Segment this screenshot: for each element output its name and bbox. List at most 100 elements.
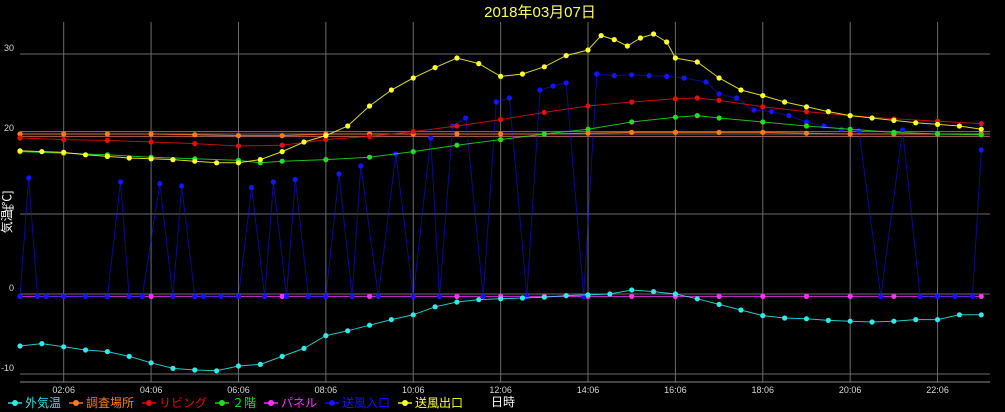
data-point (585, 103, 591, 109)
data-point (139, 293, 145, 299)
data-point (637, 35, 644, 41)
data-point (672, 114, 679, 120)
data-point (192, 293, 198, 299)
data-point (738, 87, 744, 93)
data-point (629, 119, 635, 125)
data-point (323, 293, 329, 299)
data-point (323, 333, 329, 339)
data-point (541, 131, 547, 137)
data-point (498, 117, 504, 123)
data-point (681, 75, 687, 81)
data-point (410, 129, 416, 135)
data-point (760, 104, 766, 110)
data-point (17, 135, 23, 141)
series-layer (17, 31, 984, 374)
data-point (61, 344, 67, 350)
data-point (934, 131, 941, 137)
data-point (279, 293, 285, 299)
data-point (803, 104, 810, 110)
data-point (716, 301, 722, 307)
data-point (506, 95, 512, 101)
data-point (672, 55, 679, 61)
data-point (934, 317, 941, 323)
series-6 (17, 71, 984, 299)
data-point (900, 127, 906, 133)
data-point (104, 349, 110, 355)
data-point (358, 163, 364, 169)
data-point (323, 157, 329, 163)
data-point (694, 296, 700, 302)
data-point (913, 120, 919, 126)
legend-label: 外気温 (25, 395, 61, 410)
data-point (366, 103, 373, 109)
data-point (716, 115, 722, 121)
legend-item: 調査場所 (69, 396, 134, 410)
data-point (432, 304, 438, 310)
data-point (978, 121, 984, 127)
data-point (39, 149, 45, 155)
data-point (856, 128, 862, 134)
data-point (598, 33, 604, 39)
legend-label: 送風出口 (415, 395, 463, 410)
data-point (891, 318, 897, 324)
data-point (235, 143, 242, 149)
data-point (563, 80, 569, 86)
data-point (760, 293, 766, 299)
data-point (349, 293, 355, 299)
data-point (82, 152, 89, 158)
data-point (650, 31, 657, 37)
data-point (891, 129, 897, 135)
data-point (323, 133, 329, 139)
legend-label: パネル (281, 396, 317, 410)
data-point (235, 133, 242, 139)
data-point (563, 53, 569, 59)
x-tick-label: 12:06 (489, 385, 512, 395)
data-point (476, 297, 482, 303)
data-point (646, 73, 652, 79)
data-point (629, 99, 635, 105)
data-point (498, 131, 504, 137)
data-point (716, 75, 722, 81)
data-point (476, 61, 482, 67)
data-point (934, 121, 941, 127)
data-point (878, 293, 884, 299)
data-point (537, 87, 543, 93)
data-point (214, 160, 220, 166)
series-1 (17, 287, 984, 374)
data-point (978, 293, 984, 299)
data-point (917, 293, 923, 299)
data-point (375, 293, 381, 299)
data-point (345, 328, 351, 334)
data-point (891, 117, 897, 123)
data-point (825, 109, 831, 115)
data-point (104, 137, 110, 143)
data-point (978, 147, 984, 153)
legend-item: 送風出口 (398, 395, 463, 410)
data-point (17, 293, 23, 299)
data-point (454, 299, 460, 305)
data-point (585, 47, 591, 53)
data-point (847, 293, 853, 299)
data-point (786, 113, 792, 119)
data-point (803, 316, 810, 322)
data-point (716, 129, 722, 135)
data-point (301, 139, 307, 145)
data-point (760, 119, 766, 125)
data-point (803, 123, 810, 129)
legend-marker (146, 400, 152, 406)
data-point (410, 149, 416, 155)
reference-lines (20, 131, 990, 137)
data-point (672, 129, 679, 135)
data-point (148, 131, 154, 137)
data-point (847, 318, 853, 324)
data-point (61, 149, 67, 155)
data-point (248, 185, 255, 191)
data-point (694, 113, 700, 119)
data-point (493, 99, 499, 105)
legend-marker (402, 400, 408, 406)
legend-label: 送風入口 (342, 395, 390, 410)
data-point (847, 113, 853, 119)
data-point (305, 293, 311, 299)
data-point (703, 79, 709, 85)
